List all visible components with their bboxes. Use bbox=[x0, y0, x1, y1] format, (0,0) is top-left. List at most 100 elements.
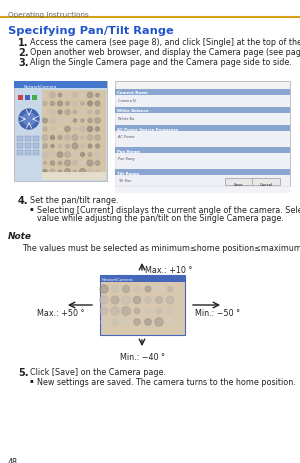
Circle shape bbox=[95, 102, 100, 106]
Circle shape bbox=[96, 170, 99, 174]
Circle shape bbox=[51, 145, 54, 148]
Circle shape bbox=[43, 102, 47, 106]
Circle shape bbox=[95, 152, 100, 158]
Circle shape bbox=[95, 162, 100, 166]
Text: Align the Single Camera page and the Camera page side to side.: Align the Single Camera page and the Cam… bbox=[30, 58, 292, 67]
Text: 5.: 5. bbox=[18, 367, 28, 377]
Text: The values must be selected as minimum≤home position≤maximum.: The values must be selected as minimum≤h… bbox=[22, 244, 300, 252]
Circle shape bbox=[50, 162, 55, 166]
Circle shape bbox=[74, 119, 76, 123]
Circle shape bbox=[43, 94, 47, 98]
Circle shape bbox=[95, 136, 100, 141]
Circle shape bbox=[111, 286, 119, 293]
Circle shape bbox=[73, 102, 77, 106]
Circle shape bbox=[58, 145, 61, 148]
Circle shape bbox=[43, 119, 47, 124]
Circle shape bbox=[81, 102, 84, 106]
Circle shape bbox=[100, 285, 108, 294]
Text: Min.: −40 °: Min.: −40 ° bbox=[120, 352, 165, 361]
Circle shape bbox=[80, 127, 85, 132]
Circle shape bbox=[64, 169, 70, 175]
Circle shape bbox=[123, 319, 129, 325]
Circle shape bbox=[167, 319, 173, 325]
Circle shape bbox=[44, 162, 46, 165]
Bar bbox=[115, 108, 290, 114]
Bar bbox=[100, 275, 185, 282]
Bar bbox=[115, 175, 290, 194]
Text: ▪: ▪ bbox=[30, 206, 34, 211]
Bar bbox=[17, 137, 23, 142]
Text: Camera N: Camera N bbox=[118, 99, 136, 103]
Circle shape bbox=[81, 119, 84, 123]
Circle shape bbox=[65, 152, 70, 158]
Circle shape bbox=[122, 307, 130, 316]
Circle shape bbox=[50, 136, 55, 140]
Circle shape bbox=[73, 162, 77, 166]
Circle shape bbox=[23, 114, 35, 126]
Circle shape bbox=[64, 161, 70, 167]
Text: Selecting [Current] displays the current angle of the camera. Select each: Selecting [Current] displays the current… bbox=[37, 206, 300, 214]
Circle shape bbox=[134, 287, 140, 292]
Circle shape bbox=[50, 93, 55, 98]
Bar bbox=[25, 150, 31, 156]
Circle shape bbox=[95, 119, 100, 124]
Circle shape bbox=[88, 169, 92, 175]
Bar bbox=[17, 150, 23, 156]
Text: NetworkCamera: NetworkCamera bbox=[102, 277, 134, 282]
Text: New settings are saved. The camera turns to the home position.: New settings are saved. The camera turns… bbox=[37, 377, 296, 386]
Circle shape bbox=[156, 297, 162, 304]
Text: White Balance: White Balance bbox=[117, 109, 148, 113]
Circle shape bbox=[95, 128, 100, 132]
Text: Open another web browser, and display the Camera page (see page 45).: Open another web browser, and display th… bbox=[30, 48, 300, 57]
Bar bbox=[33, 150, 39, 156]
Circle shape bbox=[58, 136, 62, 140]
Circle shape bbox=[95, 111, 100, 115]
Text: Max.: +10 °: Max.: +10 ° bbox=[145, 265, 192, 275]
Text: Pan Range: Pan Range bbox=[117, 149, 140, 153]
Text: 3.: 3. bbox=[18, 58, 28, 68]
Circle shape bbox=[134, 297, 141, 304]
Text: Operating Instructions: Operating Instructions bbox=[8, 12, 89, 18]
Circle shape bbox=[19, 110, 39, 130]
Circle shape bbox=[65, 119, 70, 124]
Bar bbox=[25, 137, 31, 142]
Text: Set the pan/tilt range.: Set the pan/tilt range. bbox=[30, 195, 119, 205]
Circle shape bbox=[43, 170, 47, 174]
Circle shape bbox=[87, 127, 93, 132]
Text: 48: 48 bbox=[8, 457, 18, 463]
Circle shape bbox=[100, 296, 108, 305]
Circle shape bbox=[145, 319, 151, 325]
Circle shape bbox=[50, 118, 56, 124]
Circle shape bbox=[81, 94, 84, 97]
Text: Max.: +50 °: Max.: +50 ° bbox=[37, 308, 85, 317]
Circle shape bbox=[74, 128, 76, 131]
Bar bbox=[33, 144, 39, 149]
Circle shape bbox=[87, 161, 93, 167]
Circle shape bbox=[80, 153, 85, 157]
Bar bbox=[100, 275, 185, 335]
Text: value while adjusting the pan/tilt on the Single Camera page.: value while adjusting the pan/tilt on th… bbox=[37, 213, 284, 223]
Text: Save: Save bbox=[234, 182, 244, 186]
Circle shape bbox=[122, 296, 130, 305]
Bar bbox=[25, 96, 30, 101]
Circle shape bbox=[72, 135, 78, 141]
Circle shape bbox=[72, 144, 78, 150]
Text: AC Power Source Frequency: AC Power Source Frequency bbox=[117, 127, 178, 131]
Circle shape bbox=[65, 136, 70, 141]
Text: 2.: 2. bbox=[18, 48, 28, 58]
Circle shape bbox=[58, 102, 62, 106]
Text: Tilt Ran: Tilt Ran bbox=[118, 179, 131, 182]
Text: Pan Rang: Pan Rang bbox=[118, 156, 134, 161]
Bar bbox=[115, 148, 290, 154]
Circle shape bbox=[111, 296, 119, 304]
Circle shape bbox=[145, 309, 151, 314]
Circle shape bbox=[57, 152, 63, 158]
Circle shape bbox=[100, 307, 108, 315]
Circle shape bbox=[43, 128, 47, 131]
Bar bbox=[115, 96, 290, 110]
Bar bbox=[115, 114, 290, 128]
Text: AC Power: AC Power bbox=[118, 135, 135, 139]
Text: White Ba: White Ba bbox=[118, 117, 134, 121]
Circle shape bbox=[167, 308, 174, 315]
Circle shape bbox=[96, 145, 99, 149]
